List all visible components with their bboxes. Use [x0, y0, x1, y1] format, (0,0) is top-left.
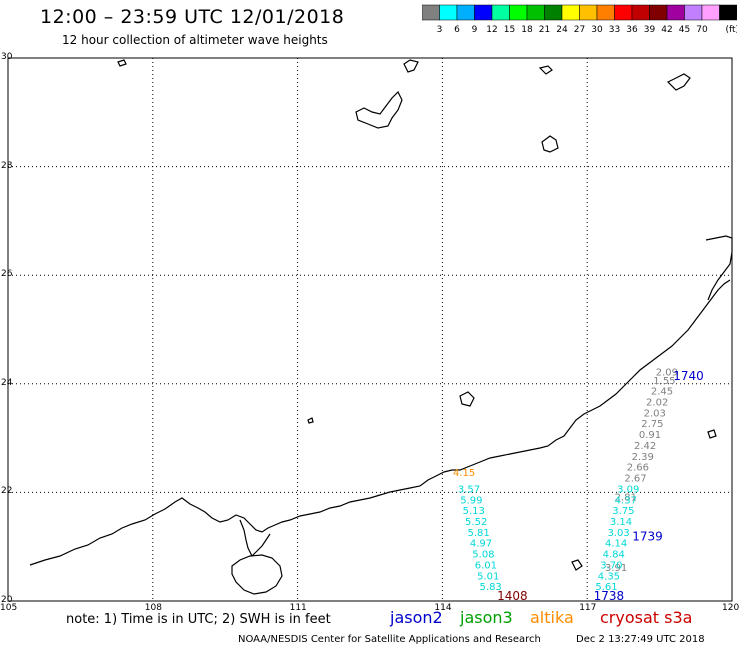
lat-tick-label: 20 — [1, 595, 13, 605]
colorbar-label: 36 — [626, 25, 638, 35]
lon-tick-label: 108 — [144, 603, 162, 613]
island-mid-1 — [459, 391, 475, 407]
colorbar-label: 70 — [696, 25, 708, 35]
satellite-legend-jason2: jason2 — [390, 608, 443, 627]
track-id-label: 1738 — [594, 589, 625, 603]
track-id-label: 1408 — [497, 589, 528, 603]
map-gridlines — [8, 58, 732, 601]
swh-value-label: 4.14 — [605, 539, 627, 550]
swh-value-label: 2.45 — [651, 387, 673, 398]
swh-value-label: 5.81 — [467, 528, 489, 539]
footer-note: note: 1) Time is in UTC; 2) SWH is in fe… — [66, 612, 331, 627]
credit-text: NOAA/NESDIS Center for Satellite Applica… — [238, 634, 541, 645]
colorbar-label: 42 — [661, 25, 672, 35]
generated-timestamp: Dec 2 13:27:49 UTC 2018 — [576, 634, 705, 645]
swh-value-label: 0.91 — [639, 430, 661, 441]
mainland-coast — [29, 279, 731, 566]
colorbar-label: 21 — [539, 25, 550, 35]
colorbar-label: 27 — [574, 25, 585, 35]
swh-value-label: 2.81 — [615, 493, 637, 504]
swh-value-label: 6.01 — [475, 560, 497, 571]
lat-tick-label: 24 — [1, 377, 13, 388]
swh-value-label: 4.84 — [603, 550, 625, 561]
colorbar-label: 18 — [521, 25, 533, 35]
swh-value-label: 2.03 — [644, 408, 666, 419]
swh-value-label: 3.14 — [610, 517, 632, 528]
swh-value-label: 2.42 — [634, 441, 656, 452]
swh-value-label: 5.99 — [460, 495, 482, 506]
colorbar-label: 30 — [591, 25, 603, 35]
colorbar-label: 3 — [437, 25, 443, 35]
track-id-label: 1740 — [673, 369, 704, 383]
swh-value-label: 3.75 — [612, 506, 634, 517]
altimeter-tracks: 3.91 2.81 2.672.662.392.420.912.752.032.02… — [453, 368, 678, 593]
swh-value-label: 2.02 — [646, 398, 668, 409]
satellite-legend-altika: altika — [530, 608, 574, 627]
track-id-label: 1739 — [632, 529, 663, 543]
korea-coast-1 — [355, 90, 403, 129]
lat-tick-label: 30 — [1, 52, 13, 62]
swh-value-label: 1.55 — [653, 376, 675, 387]
swh-value-label: 3.57 — [458, 484, 480, 495]
colorbar-label: 9 — [472, 25, 478, 35]
map-title: 12:00 – 23:59 UTC 12/01/2018 — [40, 6, 345, 28]
swh-value-label: 2.75 — [641, 419, 663, 430]
colorbar-unit: (ft) — [726, 25, 738, 35]
swh-value-label: 3.70 — [600, 560, 622, 571]
korea-coast-2 — [403, 59, 419, 73]
island-east-3 — [538, 65, 553, 75]
swh-value-label: 2.66 — [627, 463, 649, 474]
island-mid-2 — [707, 429, 717, 439]
colorbar-label: 24 — [556, 25, 568, 35]
colorbar-label: 15 — [504, 25, 515, 35]
swh-value-label: 4.15 — [453, 468, 475, 479]
coastline — [29, 59, 733, 595]
satellite-legend-jason3: jason3 — [460, 608, 513, 627]
map-frame — [7, 57, 733, 602]
swh-value-label: 5.52 — [465, 517, 487, 528]
island-small-3 — [571, 559, 583, 571]
lon-tick-label: 105 — [0, 603, 18, 613]
lat-tick-label: 26 — [1, 269, 13, 280]
swh-value-label: 3.03 — [607, 528, 629, 539]
satellite-legend-cryosat-s3a: cryosat s3a — [600, 608, 693, 627]
swh-value-label: 5.01 — [477, 571, 499, 582]
swh-value-label: 5.08 — [472, 550, 494, 561]
colorbar-swatch — [719, 4, 737, 21]
island-east-1 — [541, 135, 559, 153]
lon-tick-label: 111 — [289, 603, 307, 613]
swh-value-label: 4.37 — [615, 495, 637, 506]
taiwan-coast — [705, 235, 733, 301]
island-east-2 — [666, 73, 691, 91]
swh-value-label: 3.09 — [617, 484, 639, 495]
swh-value-label: 2.09 — [656, 368, 678, 379]
hainan-coast — [231, 554, 283, 595]
colorbar-label: 12 — [486, 25, 497, 35]
colorbar-label: 6 — [454, 25, 460, 35]
swh-value-label: 5.13 — [463, 506, 485, 517]
swh-value-label: 4.97 — [470, 539, 492, 550]
swh-value-label: 5.83 — [480, 582, 502, 593]
lat-tick-label: 28 — [1, 160, 13, 171]
lat-tick-label: 22 — [1, 486, 13, 497]
map-subtitle: 12 hour collection of altimeter wave hei… — [62, 33, 328, 47]
lon-tick-label: 114 — [434, 603, 452, 613]
lon-tick-label: 117 — [579, 603, 597, 613]
colorbar-label: 45 — [679, 25, 690, 35]
colorbar-label: 39 — [644, 25, 656, 35]
swh-value-label: 4.35 — [598, 571, 620, 582]
swh-value-label: 3.91 — [605, 563, 627, 574]
swh-value-label: 5.61 — [595, 582, 617, 593]
swh-value-label: 2.39 — [632, 452, 654, 463]
lon-tick-label: 120 — [722, 603, 740, 613]
track-id-labels: 1740 1739 1738 1408 — [497, 369, 704, 603]
island-small-1 — [117, 59, 127, 67]
swh-value-label: 2.67 — [624, 474, 646, 485]
island-small-2 — [307, 417, 314, 424]
colorbar-label: 33 — [609, 25, 620, 35]
